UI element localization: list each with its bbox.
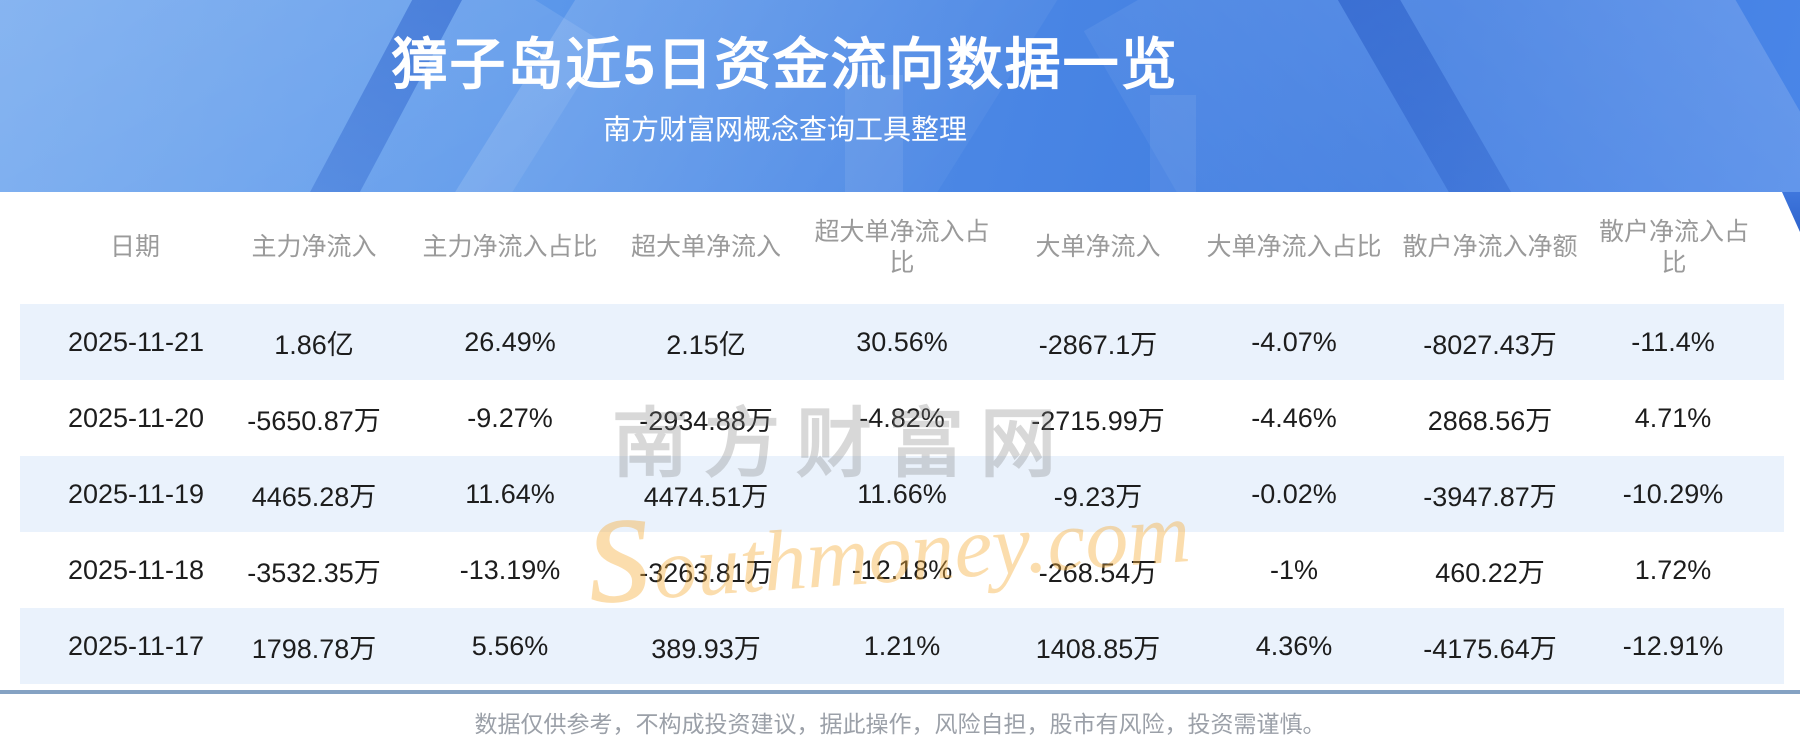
cell-value: 2868.56万 [1427, 405, 1553, 436]
cell-value: -9.27% [467, 402, 553, 433]
cell-value: 4.36% [1255, 630, 1333, 661]
table-row: 2025-11-21 1.86亿 26.49% 2.15亿 30.56% -28… [20, 304, 1784, 380]
cell-value: 30.56% [856, 326, 948, 357]
cell-value: -12.91% [1622, 630, 1724, 661]
page-title: 獐子岛近5日资金流向数据一览 [391, 33, 1179, 96]
column-header-xlarge-order-net-inflow-ratio: 超大单净流入占比 [814, 217, 990, 277]
header-row: 日期 主力净流入 主力净流入占比 超大单净流入 超大单净流入占比 大单净流入 大… [20, 192, 1784, 304]
cell-value: 11.66% [857, 478, 947, 509]
cell-value: 1408.85万 [1035, 633, 1161, 664]
column-header-date: 日期 [109, 233, 160, 262]
cell-value: 5.56% [471, 630, 549, 661]
page-subtitle: 南方财富网概念查询工具整理 [602, 114, 967, 145]
banner: 獐子岛近5日资金流向数据一览 南方财富网概念查询工具整理 [0, 0, 1800, 192]
table-row: 2025-11-20 -5650.87万 -9.27% -2934.88万 -4… [20, 380, 1784, 456]
cell-value: -4.82% [859, 402, 945, 433]
cell-value: -13.19% [459, 554, 561, 585]
cell-value: -11.4% [1631, 326, 1715, 357]
cell-value: 1798.78万 [251, 633, 377, 664]
column-header-retail-net-inflow-ratio: 散户净流入占比 [1598, 217, 1749, 277]
cell-value: 26.49% [464, 326, 556, 357]
cell-value: 4465.28万 [251, 481, 377, 512]
column-header-retail-net-inflow: 散户净流入净额 [1402, 233, 1578, 262]
cell-value: -2867.1万 [1038, 329, 1158, 360]
cell-value: -1% [1269, 554, 1318, 585]
table-row: 2025-11-19 4465.28万 11.64% 4474.51万 11.6… [20, 456, 1784, 532]
cell-value: -3263.81万 [639, 557, 773, 588]
cell-value: 1.21% [863, 630, 941, 661]
cell-value: -2934.88万 [639, 405, 773, 436]
cell-value: 2.15亿 [666, 329, 746, 360]
footer-divider [0, 690, 1800, 694]
column-header-main-net-inflow-ratio: 主力净流入占比 [422, 233, 598, 262]
cell-value: -8027.43万 [1423, 329, 1557, 360]
table-row: 2025-11-18 -3532.35万 -13.19% -3263.81万 -… [20, 532, 1784, 608]
table-body: 2025-11-21 1.86亿 26.49% 2.15亿 30.56% -28… [20, 304, 1784, 684]
column-header-large-order-net-inflow: 大单净流入 [1035, 233, 1161, 262]
cell-value: -0.02% [1251, 478, 1337, 509]
cell-value: -4175.64万 [1423, 633, 1557, 664]
cell-value: 1.72% [1634, 554, 1712, 585]
cell-value: 460.22万 [1435, 557, 1545, 588]
table-header: 日期 主力净流入 主力净流入占比 超大单净流入 超大单净流入占比 大单净流入 大… [20, 192, 1784, 304]
cell-value: -5650.87万 [247, 405, 381, 436]
cell-value: 4474.51万 [643, 481, 769, 512]
column-header-main-net-inflow: 主力净流入 [251, 233, 377, 262]
cell-value: 4.71% [1634, 402, 1712, 433]
cell-date: 2025-11-20 [67, 402, 205, 433]
cell-value: 389.93万 [651, 633, 761, 664]
cell-value: -2715.99万 [1031, 405, 1165, 436]
column-header-large-order-net-inflow-ratio: 大单净流入占比 [1206, 233, 1382, 262]
cell-value: -3947.87万 [1423, 481, 1557, 512]
cell-value: 11.64% [465, 478, 555, 509]
cell-value: -9.23万 [1053, 481, 1143, 512]
cell-value: -4.46% [1251, 402, 1337, 433]
fund-flow-table: 日期 主力净流入 主力净流入占比 超大单净流入 超大单净流入占比 大单净流入 大… [20, 192, 1784, 684]
cell-value: -3532.35万 [247, 557, 381, 588]
cell-value: 1.86亿 [274, 329, 354, 360]
cell-value: -10.29% [1622, 478, 1724, 509]
cell-date: 2025-11-17 [67, 630, 205, 661]
cell-date: 2025-11-21 [67, 326, 205, 357]
cell-date: 2025-11-18 [67, 554, 205, 585]
cell-value: -268.54万 [1038, 557, 1158, 588]
cell-value: -12.18% [851, 554, 953, 585]
table-row: 2025-11-17 1798.78万 5.56% 389.93万 1.21% … [20, 608, 1784, 684]
column-header-xlarge-order-net-inflow: 超大单净流入 [630, 233, 781, 262]
cell-date: 2025-11-19 [67, 478, 205, 509]
data-table-card: 日期 主力净流入 主力净流入占比 超大单净流入 超大单净流入占比 大单净流入 大… [20, 192, 1784, 684]
disclaimer-text: 数据仅供参考，不构成投资建议，据此操作，风险自担，股市有风险，投资需谨慎。 [474, 711, 1326, 737]
cell-value: -4.07% [1251, 326, 1337, 357]
banner-corner-decor [1782, 192, 1800, 232]
